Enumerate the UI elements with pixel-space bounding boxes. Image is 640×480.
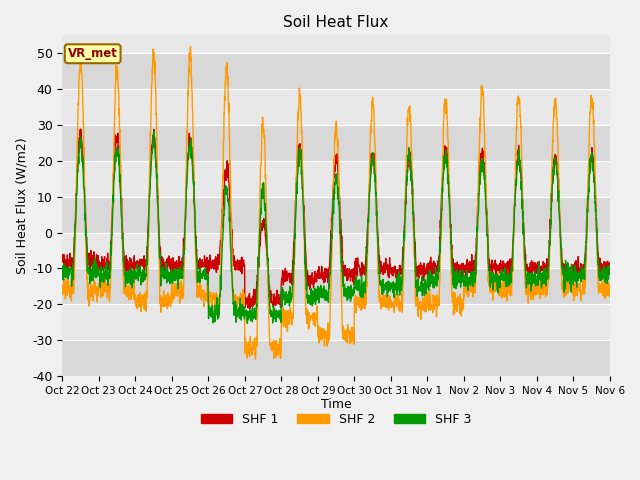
Bar bbox=[62, 232, 610, 268]
Bar bbox=[62, 340, 610, 376]
Legend: SHF 1, SHF 2, SHF 3: SHF 1, SHF 2, SHF 3 bbox=[196, 408, 476, 431]
Bar bbox=[62, 125, 610, 161]
Y-axis label: Soil Heat Flux (W/m2): Soil Heat Flux (W/m2) bbox=[15, 137, 28, 274]
Text: VR_met: VR_met bbox=[68, 47, 118, 60]
Bar bbox=[62, 268, 610, 304]
X-axis label: Time: Time bbox=[321, 398, 351, 411]
Title: Soil Heat Flux: Soil Heat Flux bbox=[284, 15, 388, 30]
Bar bbox=[62, 89, 610, 125]
Bar bbox=[62, 197, 610, 232]
Bar bbox=[62, 304, 610, 340]
Bar bbox=[62, 161, 610, 197]
Bar bbox=[62, 53, 610, 89]
